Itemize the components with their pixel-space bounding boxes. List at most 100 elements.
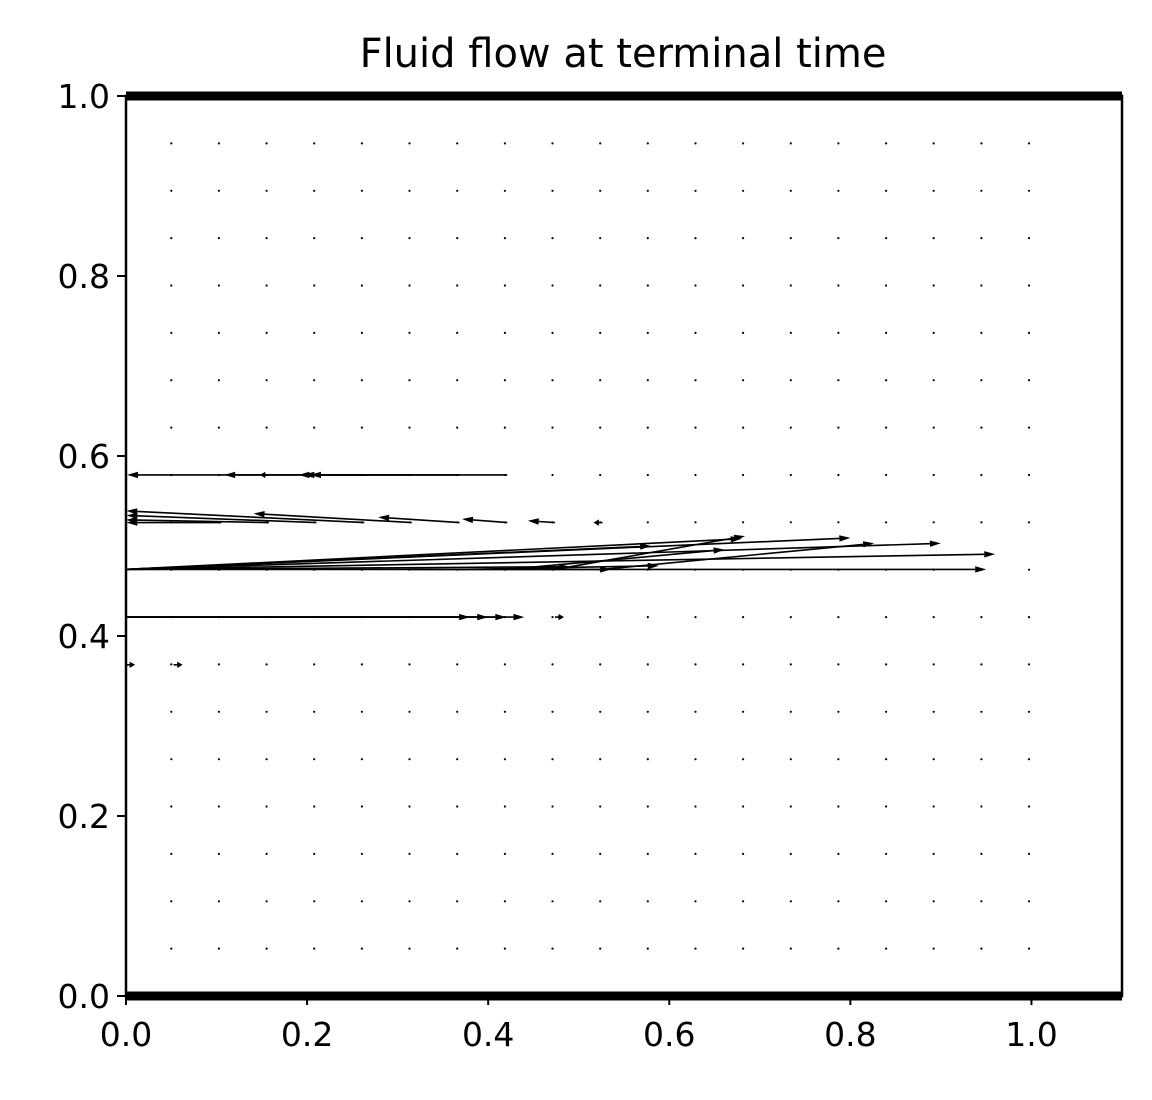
grid-dot: [932, 616, 935, 619]
grid-dot: [599, 758, 602, 761]
grid-dot: [599, 189, 602, 192]
grid-dot: [837, 852, 840, 856]
velocity-arrow: [253, 511, 412, 524]
grid-dot: [170, 189, 173, 192]
grid-dot: [313, 284, 316, 287]
grid-dot: [360, 900, 363, 903]
grid-dot: [313, 379, 316, 382]
velocity-arrow: [126, 512, 317, 524]
grid-dot: [646, 142, 649, 145]
grid-dot: [456, 189, 459, 192]
grid-dot: [551, 473, 554, 477]
velocity-arrow: [378, 514, 460, 524]
grid-dot: [932, 805, 935, 808]
grid-dot: [885, 616, 888, 619]
grid-dot: [360, 331, 363, 334]
grid-dot: [551, 142, 554, 145]
velocity-arrow: [298, 471, 317, 479]
velocity-arrow: [126, 566, 987, 573]
grid-dot: [265, 237, 268, 240]
grid-dot: [742, 521, 745, 524]
plot-area: [124, 94, 1124, 998]
grid-dot: [599, 237, 602, 240]
x-tick-label: 0.8: [824, 1015, 876, 1054]
y-tick-label: 0.4: [58, 617, 110, 656]
grid-dot: [1027, 426, 1031, 429]
grid-dot: [742, 947, 745, 950]
grid-dot: [837, 142, 840, 145]
grid-dot: [551, 426, 554, 429]
grid-dot: [742, 189, 745, 192]
grid-dot: [1027, 331, 1031, 334]
grid-dot: [742, 426, 745, 429]
x-tick-label: 0.6: [643, 1015, 695, 1054]
grid-dot: [837, 426, 840, 429]
grid-dot: [265, 947, 268, 950]
grid-dot: [456, 237, 459, 240]
grid-dot: [694, 663, 697, 666]
grid-dot: [217, 426, 220, 429]
grid-dot: [980, 142, 983, 145]
grid-dot: [599, 284, 602, 287]
grid-dot: [885, 852, 888, 856]
x-tick-label: 0.4: [462, 1015, 514, 1054]
grid-dot: [503, 758, 506, 761]
grid-dot: [694, 142, 697, 145]
grid-dot: [789, 331, 792, 334]
grid-dot: [265, 710, 268, 713]
grid-dot: [170, 947, 173, 950]
grid-dot: [646, 663, 649, 666]
grid-dot: [646, 379, 649, 382]
grid-dot: [456, 805, 459, 808]
grid-dot: [742, 852, 745, 856]
grid-dot: [408, 189, 411, 192]
grid-dot: [789, 189, 792, 192]
grid-dot: [599, 900, 602, 903]
grid-dot: [456, 900, 459, 903]
grid-dot: [837, 758, 840, 761]
grid-dot: [932, 900, 935, 903]
y-axis: 0.0 0.2 0.4 0.6 0.8 1.0: [58, 77, 126, 1016]
grid-dot: [599, 616, 602, 619]
grid-dot: [885, 710, 888, 713]
grid-dot: [742, 758, 745, 761]
grid-dot: [503, 947, 506, 950]
grid-dot: [1027, 852, 1031, 856]
grid-dot: [789, 616, 792, 619]
grid-dot: [265, 331, 268, 334]
grid-dot: [1027, 237, 1031, 240]
grid-dot: [217, 284, 220, 287]
grid-dot: [551, 710, 554, 713]
grid-dot: [837, 947, 840, 950]
grid-dot: [980, 616, 983, 619]
grid-dot: [646, 426, 649, 429]
velocity-arrow: [554, 613, 564, 621]
grid-dot: [789, 284, 792, 287]
grid-dot: [217, 805, 220, 808]
grid-dot: [885, 189, 888, 192]
grid-dot: [885, 379, 888, 382]
grid-dot: [313, 426, 316, 429]
grid-dot: [980, 805, 983, 808]
grid-dot: [599, 947, 602, 950]
grid-dot: [789, 426, 792, 429]
grid-dot: [1027, 758, 1031, 761]
grid-dot: [551, 900, 554, 903]
grid-dot: [313, 142, 316, 145]
grid-dot: [885, 142, 888, 145]
grid-dot: [980, 426, 983, 429]
grid-dot: [1027, 947, 1031, 950]
grid-dot: [1027, 616, 1031, 619]
grid-dot: [1027, 900, 1031, 903]
grid-dot: [360, 852, 363, 856]
grid-dot: [980, 852, 983, 856]
grid-dot: [551, 663, 554, 666]
velocity-arrow: [527, 518, 555, 525]
grid-dot: [170, 758, 173, 761]
grid-dot: [551, 189, 554, 192]
grid-dot: [408, 142, 411, 145]
grid-dot: [360, 663, 363, 666]
grid-dot: [551, 852, 554, 856]
grid-dot: [885, 521, 888, 524]
